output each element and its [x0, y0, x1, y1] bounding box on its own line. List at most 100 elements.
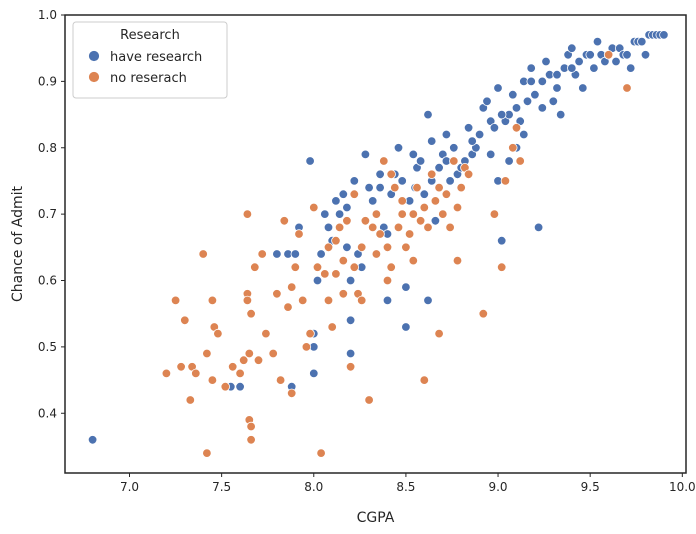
- point-series-0-79: [533, 222, 544, 233]
- point-series-0-39: [401, 282, 411, 292]
- point-series-0-42: [408, 149, 419, 160]
- point-series-1-10: [207, 295, 218, 306]
- point-series-1-62: [390, 182, 400, 193]
- point-series-0-14: [320, 209, 330, 219]
- point-series-1-51: [349, 262, 360, 272]
- legend-marker-have-research: [88, 50, 100, 62]
- point-series-0-24: [349, 176, 360, 186]
- point-series-1-50: [345, 362, 356, 372]
- point-series-1-47: [334, 222, 345, 233]
- point-series-0-0: [87, 435, 98, 445]
- point-series-0-49: [430, 216, 441, 226]
- point-series-1-69: [415, 216, 426, 226]
- point-series-0-27: [360, 149, 371, 160]
- point-series-0-21: [345, 275, 356, 286]
- point-series-1-31: [272, 289, 282, 299]
- point-series-1-58: [375, 229, 385, 239]
- y-axis-label: Chance of Admit: [10, 185, 26, 302]
- point-series-1-39: [301, 342, 312, 352]
- point-series-0-125: [519, 129, 529, 140]
- x-tick-label-3: 8.5: [396, 480, 415, 494]
- point-series-0-91: [578, 83, 588, 93]
- point-series-0-11: [309, 368, 319, 379]
- point-series-1-64: [397, 196, 407, 206]
- point-series-1-92: [287, 388, 297, 399]
- point-series-0-15: [323, 222, 334, 233]
- point-series-1-80: [456, 182, 466, 193]
- point-series-0-19: [338, 189, 349, 199]
- point-series-1-95: [357, 295, 367, 306]
- point-series-0-34: [382, 295, 393, 306]
- plot-frame: [64, 14, 687, 474]
- point-series-0-38: [397, 176, 407, 186]
- point-series-1-30: [268, 348, 278, 359]
- point-series-0-47: [423, 295, 433, 306]
- x-tick-label-2: 8.0: [304, 480, 323, 494]
- point-series-0-12: [312, 275, 323, 286]
- point-series-0-61: [474, 129, 485, 140]
- point-series-1-43: [320, 269, 330, 279]
- point-series-1-76: [441, 189, 452, 199]
- point-series-1-70: [419, 375, 430, 385]
- point-series-1-66: [404, 229, 415, 239]
- point-series-1-32: [275, 375, 286, 385]
- point-series-0-71: [508, 89, 518, 100]
- point-series-0-5: [290, 249, 301, 259]
- point-series-1-7: [198, 249, 208, 259]
- point-series-0-93: [585, 50, 595, 60]
- point-series-1-74: [434, 328, 444, 339]
- point-series-1-101: [331, 269, 341, 279]
- x-tick-label-0: 7.0: [120, 480, 139, 494]
- point-series-1-38: [298, 295, 308, 306]
- point-series-0-78: [530, 89, 540, 100]
- point-series-0-17: [331, 196, 341, 206]
- point-series-0-2: [235, 382, 245, 392]
- point-series-0-18: [334, 209, 345, 219]
- point-series-1-34: [283, 302, 293, 312]
- point-series-1-103: [397, 209, 407, 219]
- point-series-1-41: [312, 262, 323, 272]
- point-series-1-61: [386, 262, 396, 272]
- point-series-1-36: [290, 262, 301, 272]
- point-series-1-100: [349, 189, 360, 199]
- point-series-1-84: [489, 209, 500, 219]
- point-series-1-8: [202, 448, 212, 458]
- point-series-0-80: [537, 76, 548, 87]
- point-series-1-35: [287, 282, 297, 292]
- point-series-1-82: [463, 169, 474, 180]
- point-series-1-78: [449, 156, 459, 166]
- point-series-0-28: [364, 182, 374, 193]
- point-series-0-54: [449, 143, 459, 153]
- point-series-1-79: [452, 255, 463, 266]
- point-series-1-65: [401, 242, 411, 253]
- point-series-1-96: [386, 169, 396, 180]
- point-series-0-83: [548, 96, 559, 107]
- point-series-1-90: [622, 83, 632, 93]
- point-series-1-87: [508, 143, 518, 153]
- point-series-1-44: [323, 242, 334, 253]
- point-series-0-72: [511, 103, 522, 113]
- point-series-0-84: [552, 83, 562, 93]
- point-series-1-93: [305, 328, 315, 339]
- point-series-0-126: [537, 103, 548, 113]
- point-series-0-113: [659, 30, 669, 40]
- point-series-1-86: [500, 176, 511, 186]
- point-series-1-6: [191, 368, 201, 379]
- point-series-1-4: [185, 395, 196, 405]
- point-series-1-13: [213, 328, 223, 339]
- point-series-0-44: [415, 156, 426, 166]
- point-series-0-100: [611, 56, 621, 67]
- x-tick-label-6: 10.0: [669, 480, 696, 494]
- point-series-1-1: [170, 295, 181, 306]
- point-series-1-3: [180, 315, 190, 326]
- point-series-1-60: [382, 242, 393, 253]
- point-series-1-48: [338, 255, 349, 266]
- point-series-1-26: [250, 262, 260, 272]
- point-series-0-13: [316, 249, 326, 259]
- point-series-0-63: [482, 96, 492, 107]
- point-series-1-63: [393, 222, 404, 233]
- point-series-0-94: [589, 63, 599, 73]
- y-tick-label-4: 0.8: [38, 141, 57, 155]
- point-series-0-76: [522, 96, 533, 107]
